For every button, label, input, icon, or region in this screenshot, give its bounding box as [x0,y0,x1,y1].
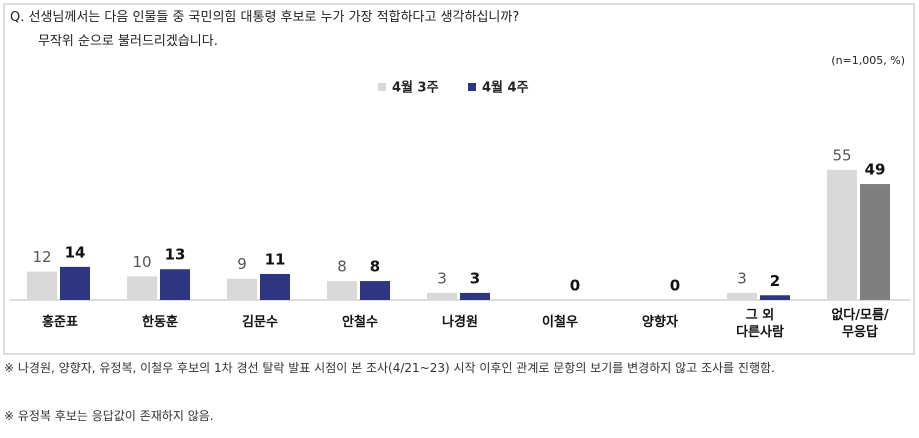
value-label: 9 [237,255,247,273]
bar [760,295,790,300]
legend-swatch [378,83,386,91]
bar [827,169,857,300]
legend-label: 4월 4주 [482,80,529,96]
sample-note: (n=1,005, %) [831,54,905,67]
value-label: 0 [570,277,580,295]
bar [727,292,757,300]
x-tick-label: 없다/모름/ 무응답 [831,308,889,340]
value-label: 3 [470,269,480,287]
value-label: 49 [865,161,886,179]
bar [27,271,57,300]
bar [127,276,157,300]
value-label: 55 [832,146,851,164]
frame [3,3,915,355]
x-tick-label: 한동훈 [142,315,178,330]
x-tick-label: 안철수 [342,315,378,330]
value-label: 2 [770,272,780,290]
subtitle: 무작위 순으로 불러드리겠습니다. [38,34,218,49]
value-label: 8 [370,258,380,276]
x-tick-label: 양향자 [642,315,678,330]
question: Q. 선생님께서는 다음 인물들 중 국민의힘 대통령 후보로 누가 가장 적합… [10,10,520,25]
value-label: 10 [132,253,151,271]
bar [360,281,390,300]
footnote: ※ 유정복 후보는 응답값이 존재하지 않음. [4,409,214,423]
x-tick-label: 김문수 [242,315,278,330]
bar [160,269,190,300]
value-label: 14 [65,243,86,261]
value-label: 13 [165,246,186,264]
value-label: 11 [265,250,286,268]
value-label: 3 [737,269,747,287]
bar [60,266,90,300]
value-label: 8 [337,258,347,276]
value-label: 3 [437,269,447,287]
legend-label: 4월 3주 [392,80,439,96]
value-label: 0 [670,277,680,295]
x-tick-label: 홍준표 [42,315,78,330]
bar [860,184,890,300]
legend-swatch [468,83,476,91]
bar [427,292,457,300]
footnote: ※ 나경원, 양향자, 유정복, 이철우 후보의 1차 경선 탈락 발표 시점이… [4,361,775,375]
bar [327,281,357,300]
x-tick-label: 나경원 [442,315,478,330]
bar [260,273,290,300]
x-tick-label: 이철우 [542,315,578,330]
bar [227,278,257,300]
value-label: 12 [32,248,51,266]
x-tick-label: 그 외 다른사람 [736,308,784,340]
bar [460,292,490,300]
